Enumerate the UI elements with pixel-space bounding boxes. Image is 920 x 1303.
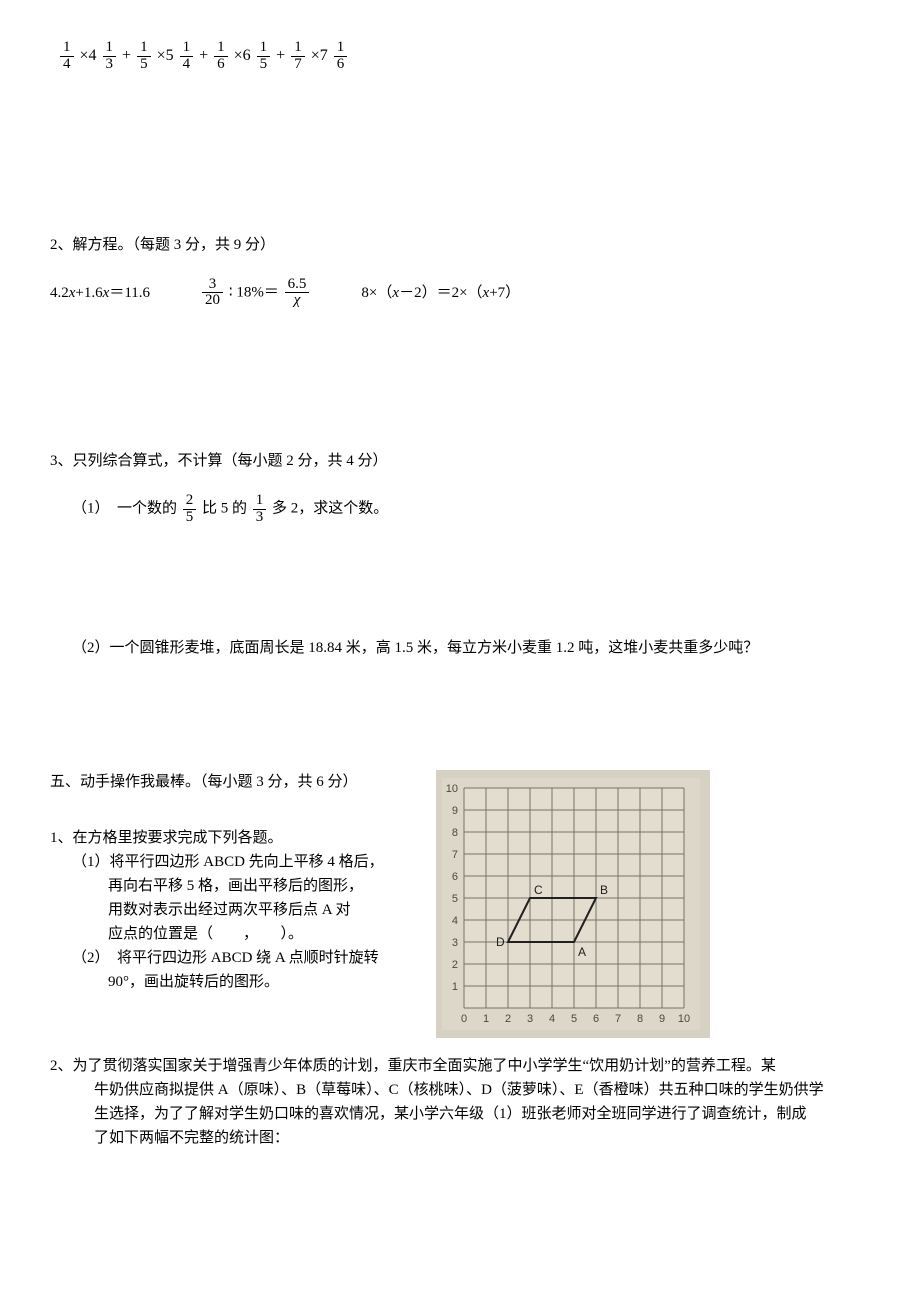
svg-text:7: 7 (615, 1013, 621, 1025)
q5-2-l1: 2、为了贯彻落实国家关于增强青少年体质的计划，重庆市全面实施了中小学学生“饮用奶… (50, 1058, 776, 1074)
svg-text:C: C (534, 883, 543, 897)
q5-1-2a: （2） 将平行四边形 ABCD 绕 A 点顺时针旋转 (50, 946, 420, 970)
q5-1-2b: 90°，画出旋转后的图形。 (50, 970, 420, 994)
top-expression: 14 ×4 13 + 15 ×5 14 + 16 ×6 15 + 17 ×7 1… (50, 40, 860, 73)
svg-text:6: 6 (452, 871, 458, 883)
q5-1-1c: 用数对表示出经过两次平移后点 A 对 (50, 898, 420, 922)
svg-text:5: 5 (571, 1013, 577, 1025)
op: ×4 (80, 47, 97, 64)
frac-1-3c: 13 (253, 493, 267, 526)
svg-text:9: 9 (659, 1013, 665, 1025)
q2-equations: 4.2x+1.6x＝11.6 320 ∶ 18%＝ 6.5χ 8×（x－2）＝2… (50, 277, 860, 310)
svg-text:10: 10 (678, 1013, 690, 1025)
q3-title: 3、只列综合算式，不计算（每小题 2 分，共 4 分） (50, 449, 860, 473)
svg-text:1: 1 (452, 981, 458, 993)
svg-text:3: 3 (527, 1013, 533, 1025)
q3-p1-pre: （1） 一个数的 (72, 501, 177, 517)
svg-text:8: 8 (637, 1013, 643, 1025)
eq3: 8×（x－2）＝2×（x+7） (361, 281, 520, 305)
svg-text:A: A (578, 945, 586, 959)
eq2: 320 ∶ 18%＝ 6.5χ (200, 277, 311, 310)
frac-1-4b: 14 (180, 40, 194, 73)
svg-text:D: D (496, 935, 505, 949)
eq1: 4.2x+1.6x＝11.6 (50, 281, 150, 305)
q5-2-l3: 生选择，为了了解对学生奶口味的喜欢情况，某小学六年级（1）班张老师对全班同学进行… (94, 1106, 807, 1122)
frac-1-4: 14 (60, 40, 74, 73)
q5-2-l4: 了如下两幅不完整的统计图： (94, 1130, 289, 1146)
q5-2-para: 2、为了贯彻落实国家关于增强青少年体质的计划，重庆市全面实施了中小学学生“饮用奶… (50, 1054, 860, 1150)
q3-p1-mid2: 多 2，求这个数。 (272, 501, 388, 517)
frac-1-6: 16 (214, 40, 228, 73)
q5-1-1b: 再向右平移 5 格，画出平移后的图形， (50, 874, 420, 898)
svg-text:2: 2 (452, 959, 458, 971)
svg-text:0: 0 (461, 1013, 467, 1025)
svg-text:4: 4 (549, 1013, 555, 1025)
frac-1-6b: 16 (334, 40, 348, 73)
frac-1-3: 13 (103, 40, 117, 73)
svg-text:B: B (600, 883, 608, 897)
op: ×5 (157, 47, 174, 64)
q2-title: 2、解方程。（每题 3 分，共 9 分） (50, 233, 860, 257)
svg-text:8: 8 (452, 827, 458, 839)
frac-1-5: 15 (137, 40, 151, 73)
op: + (276, 47, 285, 64)
q5-q1: 1、在方格里按要求完成下列各题。 (50, 826, 420, 850)
frac-2-5: 25 (183, 493, 197, 526)
svg-text:4: 4 (452, 915, 458, 927)
svg-text:5: 5 (452, 893, 458, 905)
op: ×6 (234, 47, 251, 64)
svg-text:9: 9 (452, 805, 458, 817)
op: + (122, 47, 131, 64)
svg-text:7: 7 (452, 849, 458, 861)
op: + (199, 47, 208, 64)
q5-1-1a: （1）将平行四边形 ABCD 先向上平移 4 格后， (50, 850, 420, 874)
q5-2-l2: 牛奶供应商拟提供 A（原味）、B（草莓味）、C（核桃味）、D（菠萝味）、E（香橙… (94, 1082, 824, 1098)
frac-1-7: 17 (291, 40, 305, 73)
q3-p1-mid1: 比 5 的 (202, 501, 247, 517)
q3-p1: （1） 一个数的 25 比 5 的 13 多 2，求这个数。 (50, 493, 860, 526)
frac-1-5b: 15 (257, 40, 271, 73)
grid-figure: 1 2 3 4 5 6 7 8 9 10 0 1 2 3 4 5 6 7 8 9 10 C B D A (436, 770, 710, 1038)
svg-text:3: 3 (452, 937, 458, 949)
svg-text:10: 10 (446, 783, 458, 795)
q5-title: 五、动手操作我最棒。（每小题 3 分，共 6 分） (50, 770, 420, 794)
q5-1-1d: 应点的位置是（ ， ）。 (50, 922, 420, 946)
op: ×7 (311, 47, 328, 64)
svg-text:6: 6 (593, 1013, 599, 1025)
svg-text:1: 1 (483, 1013, 489, 1025)
svg-text:2: 2 (505, 1013, 511, 1025)
q3-p2: （2）一个圆锥形麦堆，底面周长是 18.84 米，高 1.5 米，每立方米小麦重… (50, 636, 860, 660)
